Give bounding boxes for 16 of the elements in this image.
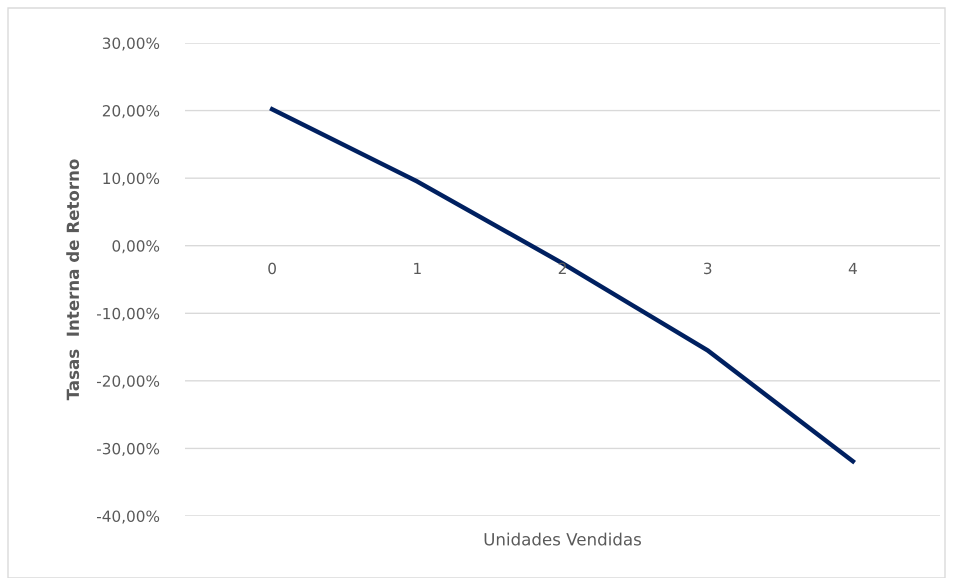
x-tick-label: 2 <box>558 262 566 274</box>
x-tick-label: 3 <box>704 262 712 274</box>
y-tick-label: -20,00% <box>96 375 160 388</box>
x-tick-label: 0 <box>268 262 276 274</box>
y-tick-label: 30,00% <box>102 37 160 51</box>
y-tick-label: -40,00% <box>96 510 160 524</box>
y-tick-label: 20,00% <box>102 105 160 118</box>
x-tick-label: 1 <box>414 262 421 274</box>
y-tick-label: -10,00% <box>96 308 160 321</box>
line-series <box>270 106 856 464</box>
y-tick-label: -30,00% <box>96 442 160 456</box>
y-axis-title: Tasas Interna de Retorno <box>66 159 80 400</box>
x-tick-label: 4 <box>848 262 857 274</box>
y-tick-label: 0,00% <box>112 240 160 254</box>
x-axis-title: Unidades Vendidas <box>484 532 641 546</box>
y-tick-label: 10,00% <box>103 172 160 186</box>
